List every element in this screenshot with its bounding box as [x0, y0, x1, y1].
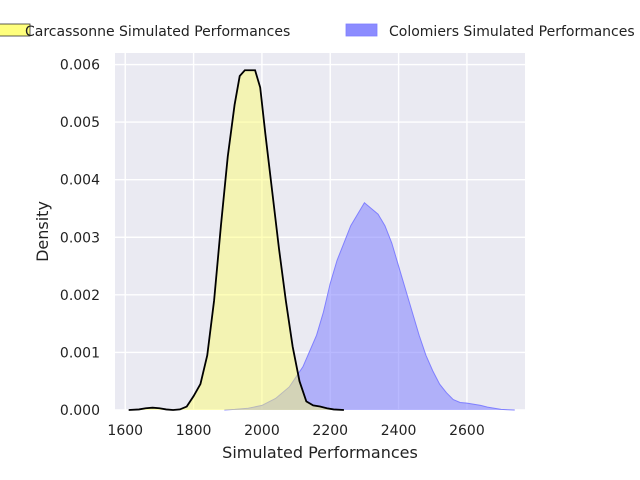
carcassonne-simulated-performances-area: [128, 70, 344, 411]
series-layer: [128, 69, 515, 411]
y-axis: 0.000 0.001 0.002 0.003 0.004 0.005 0.006: [60, 58, 100, 419]
carcassonne-simulated-performances-legend-swatch: [0, 23, 31, 37]
y-tick-label: 0.005: [60, 115, 100, 131]
y-tick-label: 0.006: [60, 58, 100, 74]
x-tick-label: 2000: [244, 423, 280, 439]
y-tick-label: 0.001: [60, 345, 100, 361]
y-tick-label: 0.004: [60, 173, 100, 189]
carcassonne-simulated-performances-legend-label: Carcassonne Simulated Performances: [25, 24, 290, 40]
y-axis-label: Density: [33, 201, 52, 262]
y-tick-label: 0.000: [60, 403, 100, 419]
colomiers-simulated-performances-legend-swatch: [345, 23, 378, 37]
colomiers-simulated-performances-legend-label: Colomiers Simulated Performances: [389, 24, 635, 40]
y-tick-label: 0.002: [60, 288, 100, 304]
x-axis: 1600 1800 2000 2200 2400 2600: [107, 423, 484, 439]
x-tick-label: 1600: [107, 423, 143, 439]
colomiers-simulated-performances-area: [224, 202, 515, 410]
carcassonne-simulated-performances-line: [128, 69, 344, 411]
x-tick-label: 2200: [312, 423, 348, 439]
x-axis-label: Simulated Performances: [222, 443, 418, 462]
y-tick-label: 0.003: [60, 230, 100, 246]
colomiers-simulated-performances-line: [224, 201, 515, 411]
legend: Carcassonne Simulated Performances Colomi…: [0, 23, 635, 40]
x-tick-label: 2600: [449, 423, 485, 439]
x-tick-label: 1800: [176, 423, 212, 439]
x-tick-label: 2400: [381, 423, 417, 439]
